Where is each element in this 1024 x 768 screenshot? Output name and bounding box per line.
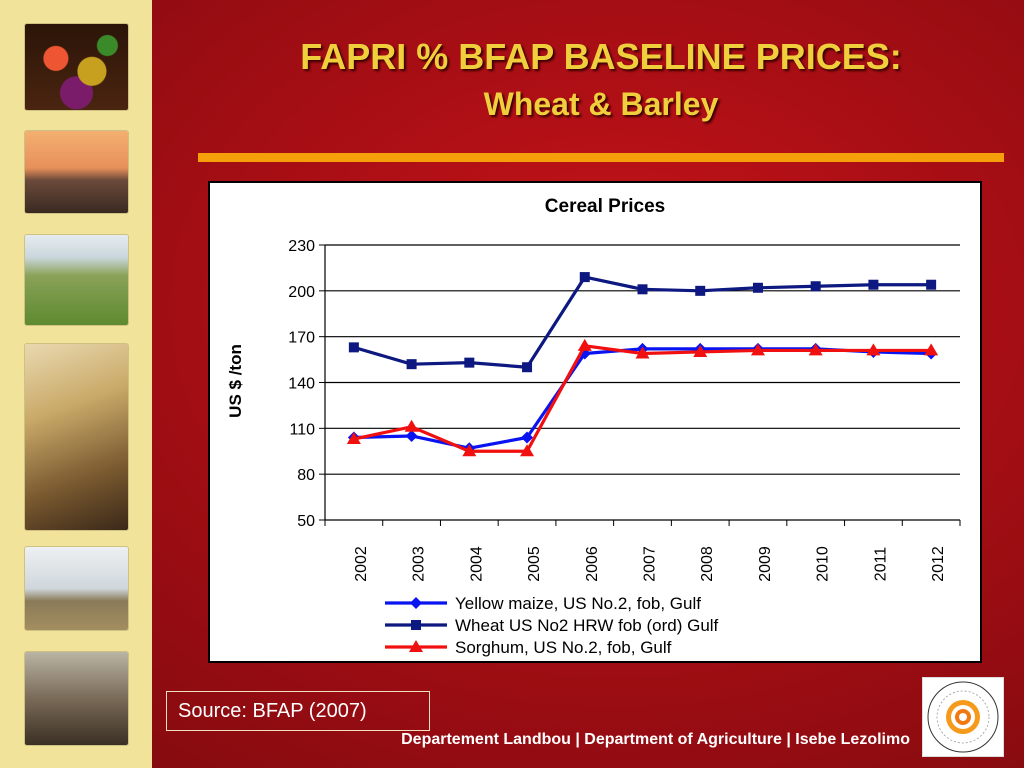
title-divider: [198, 153, 1004, 162]
x-tick-label-2010: 2010: [815, 546, 832, 582]
point-2-4: [577, 338, 592, 351]
tractor-sunset-photo: [25, 131, 128, 213]
point-0-1: [405, 429, 418, 442]
legend-label-1: Wheat US No2 HRW fob (ord) Gulf: [455, 616, 719, 635]
x-tick-label-2004: 2004: [468, 546, 485, 582]
series-lines: [346, 272, 939, 457]
grid-lines: [325, 244, 960, 475]
legend-marker-2: [409, 640, 423, 652]
point-2-7: [750, 343, 765, 356]
x-tick-label-2012: 2012: [930, 546, 947, 582]
y-tick-label-230: 230: [288, 238, 315, 255]
x-tick-label-2005: 2005: [526, 546, 543, 582]
series-line-2: [353, 344, 932, 453]
point-1-0: [348, 342, 359, 353]
point-1-9: [868, 279, 879, 290]
series-1: [348, 272, 937, 373]
point-2-2: [462, 444, 477, 457]
x-tick-label-2011: 2011: [872, 547, 889, 582]
x-tick-label-2006: 2006: [584, 546, 601, 582]
y-tick-label-140: 140: [288, 376, 315, 393]
point-1-8: [810, 281, 821, 292]
slide-subtitle: Wheat & Barley: [483, 86, 719, 122]
footer-text: Departement Landbou | Department of Agri…: [401, 731, 910, 748]
sidebar: [0, 0, 152, 768]
western-cape-logo: [922, 677, 1004, 757]
point-2-1: [404, 419, 419, 432]
y-tick-label-200: 200: [288, 284, 315, 301]
point-1-1: [406, 359, 417, 370]
legend-label-2: Sorghum, US No.2, fob, Gulf: [455, 638, 672, 657]
point-1-10: [926, 279, 937, 290]
point-2-3: [520, 444, 535, 457]
chart-canvas: Cereal Prices US $ /ton 50 80 110 140 170 200…: [226, 196, 961, 657]
point-0-3: [521, 431, 534, 444]
x-tick-label-2002: 2002: [353, 546, 370, 582]
chart-title: Cereal Prices: [545, 196, 665, 217]
x-tick-label-2009: 2009: [757, 546, 774, 582]
legend: Yellow maize, US No.2, fob, Gulf Wheat US…: [385, 594, 719, 657]
point-1-7: [752, 282, 763, 293]
point-1-6: [695, 285, 706, 296]
x-tick-label-2007: 2007: [642, 546, 659, 582]
point-1-4: [579, 272, 590, 283]
x-tick-label-2008: 2008: [699, 546, 716, 582]
ostrich-photo: [25, 652, 128, 745]
point-1-5: [637, 284, 648, 295]
legend-marker-0: [410, 597, 422, 609]
grapevine-photo: [25, 344, 128, 530]
point-2-5: [635, 346, 650, 359]
source-caption: Source: BFAP (2007): [166, 691, 430, 731]
cereal-prices-chart: Cereal Prices US $ /ton 50 80 110 140 170 200…: [208, 181, 982, 663]
y-tick-label-80: 80: [297, 467, 315, 484]
fruit-basket-photo: [25, 24, 128, 110]
legend-label-0: Yellow maize, US No.2, fob, Gulf: [455, 594, 701, 613]
western-cape-seal-icon: [927, 681, 999, 753]
point-2-9: [866, 343, 881, 356]
combine-harvester-photo: [25, 547, 128, 630]
y-tick-label-110: 110: [289, 421, 315, 438]
point-1-3: [522, 362, 533, 373]
point-1-2: [464, 357, 475, 368]
point-2-6: [693, 344, 708, 357]
point-2-8: [808, 343, 823, 356]
point-2-10: [924, 343, 939, 356]
series-2: [346, 338, 939, 457]
y-tick-label-170: 170: [288, 330, 315, 347]
legend-marker-1: [411, 620, 421, 630]
point-2-0: [346, 432, 361, 445]
y-tick-label-50: 50: [297, 513, 315, 530]
axes: 50 80 110 140 170 200 230 2002 2003 2004 2005 2006 2…: [288, 238, 961, 582]
y-axis-label: US $ /ton: [226, 344, 245, 418]
slide-title: FAPRI % BFAP BASELINE PRICES:: [300, 36, 902, 77]
x-tick-label-2003: 2003: [411, 546, 428, 582]
cattle-field-photo: [25, 235, 128, 325]
